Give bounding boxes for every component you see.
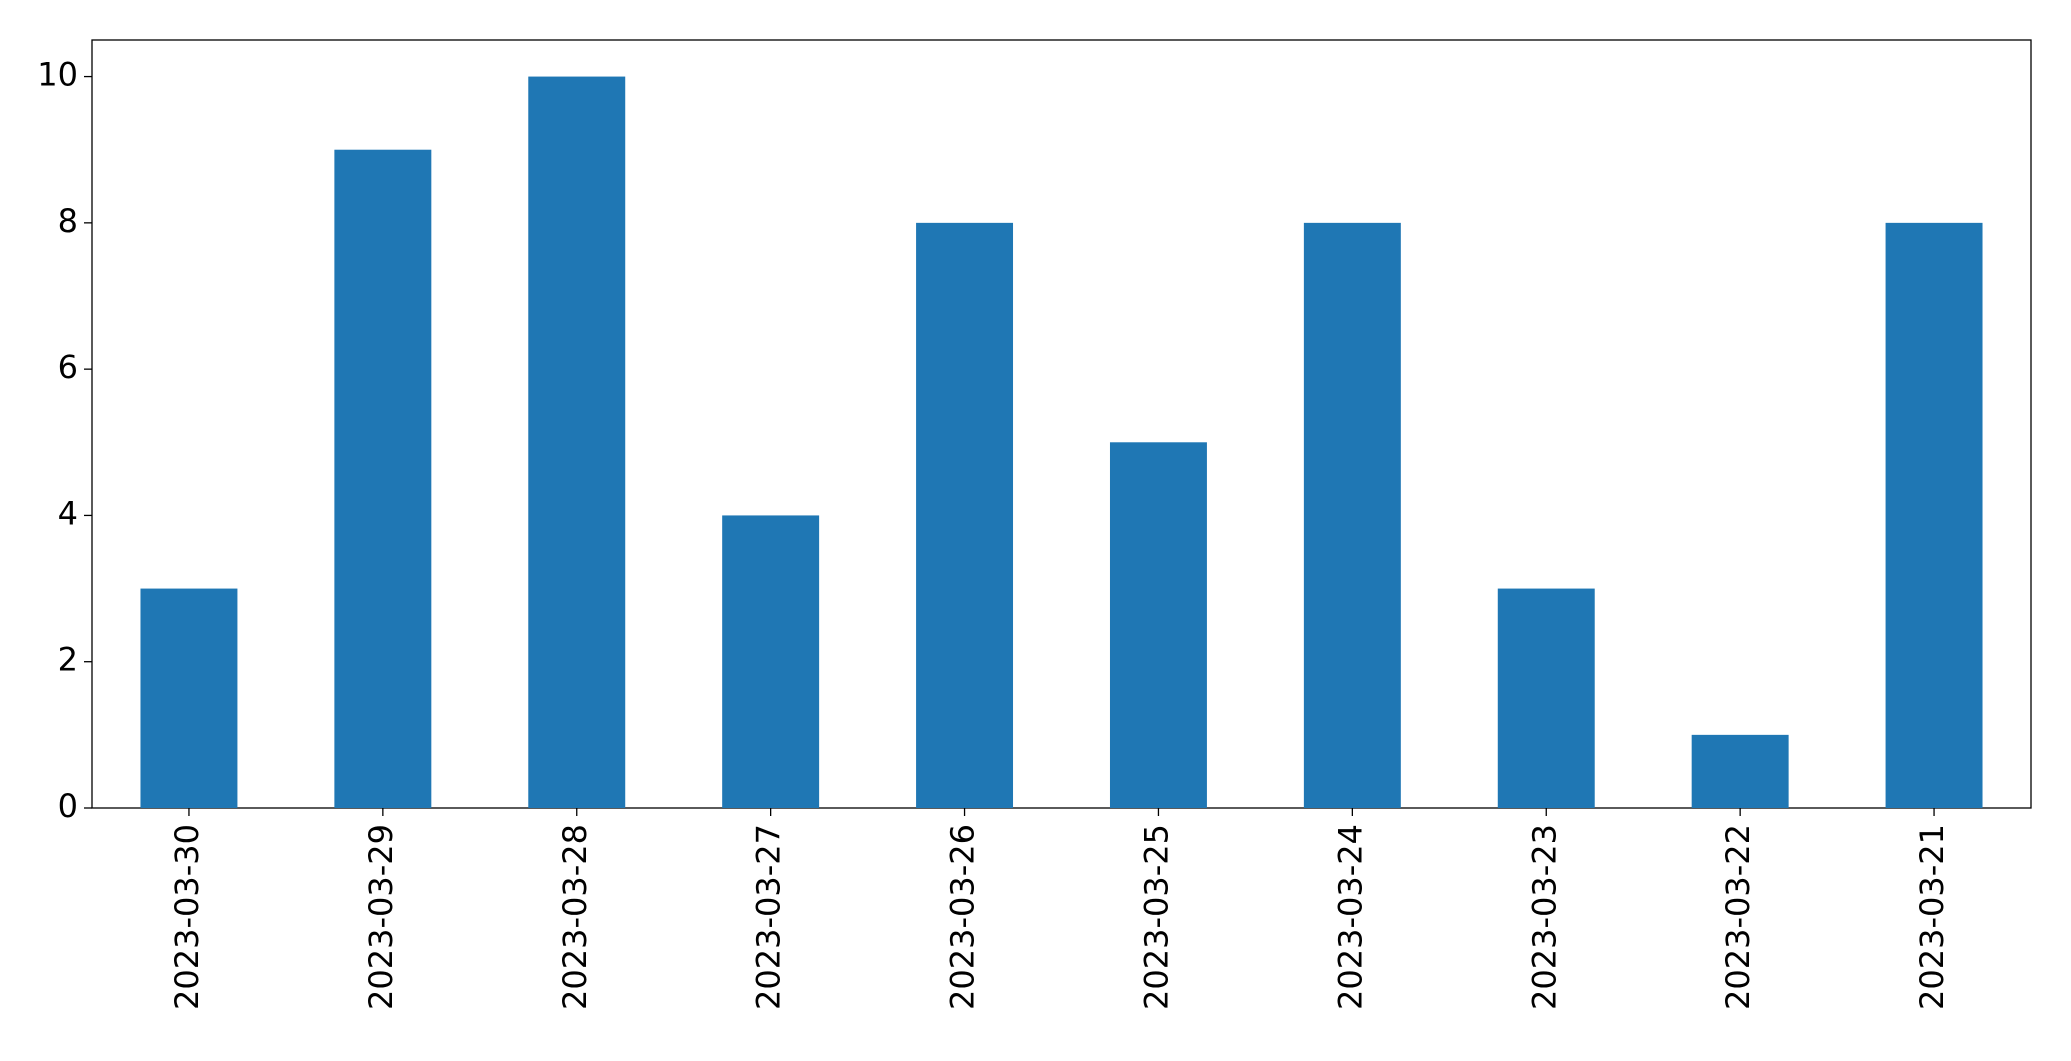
- y-tick-label: 0: [58, 787, 78, 825]
- bar: [1303, 222, 1401, 808]
- bar: [140, 588, 238, 808]
- bar: [722, 515, 820, 808]
- y-tick-label: 8: [58, 202, 78, 240]
- x-tick-label: 2023-03-28: [556, 824, 594, 1010]
- x-tick-label: 2023-03-27: [750, 824, 788, 1010]
- bar: [916, 222, 1014, 808]
- x-tick-label: 2023-03-25: [1137, 824, 1175, 1010]
- x-tick-label: 2023-03-22: [1719, 824, 1757, 1010]
- bar: [1497, 588, 1595, 808]
- y-tick-label: 2: [58, 641, 78, 679]
- bar: [1109, 442, 1207, 808]
- y-tick-label: 10: [37, 56, 78, 94]
- bar: [334, 149, 432, 808]
- x-tick-label: 2023-03-23: [1525, 824, 1563, 1010]
- x-tick-label: 2023-03-21: [1913, 824, 1951, 1010]
- bar: [1691, 734, 1789, 808]
- x-tick-label: 2023-03-26: [944, 824, 982, 1010]
- bar: [528, 76, 626, 809]
- x-tick-label: 2023-03-30: [168, 824, 206, 1010]
- x-tick-label: 2023-03-29: [362, 824, 400, 1010]
- bar: [1885, 222, 1983, 808]
- y-tick-label: 4: [58, 494, 78, 532]
- y-tick-label: 6: [58, 348, 78, 386]
- plot-frame: [91, 39, 2032, 809]
- x-tick-label: 2023-03-24: [1331, 824, 1369, 1010]
